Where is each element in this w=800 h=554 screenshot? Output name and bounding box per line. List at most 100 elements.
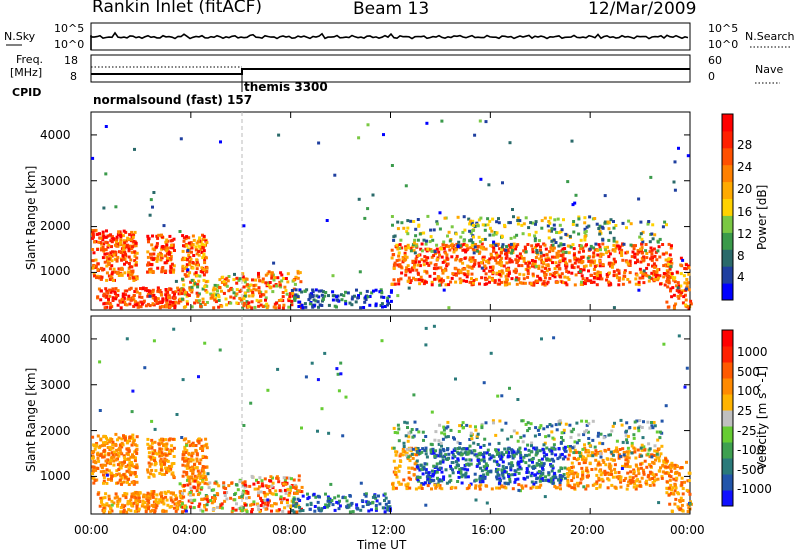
velocity-data-cell	[135, 452, 139, 455]
power-data-cell	[654, 273, 657, 277]
velocity-data-cell	[621, 464, 624, 468]
velocity-data-cell	[664, 461, 668, 465]
power-data-cell	[264, 281, 268, 285]
power-data-cell	[463, 267, 467, 271]
power-data-cell	[620, 251, 624, 255]
power-data-cell	[355, 288, 358, 292]
power-data-cell	[99, 236, 103, 240]
velocity-data-cell	[122, 480, 126, 484]
velocity-data-cell	[633, 426, 637, 430]
power-data-cell	[485, 282, 489, 286]
power-data-cell	[102, 234, 106, 238]
velocity-data-cell	[444, 468, 448, 472]
velocity-data-cell	[530, 441, 534, 445]
velocity-data-cell	[204, 437, 208, 441]
power-data-cell	[154, 257, 158, 260]
velocity-data-cell	[445, 481, 449, 485]
velocity-data-cell	[454, 486, 458, 490]
power-data-cell	[132, 239, 136, 243]
power-data-cell	[554, 261, 558, 265]
velocity-data-cell	[632, 433, 636, 437]
velocity-data-cell	[91, 472, 95, 476]
power-data-cell	[557, 263, 561, 267]
power-data-cell	[317, 295, 321, 299]
power-data-cell	[490, 277, 494, 281]
velocity-data-cell	[106, 477, 110, 481]
velocity-data-cell	[622, 479, 626, 482]
velocity-data-cell	[154, 451, 158, 455]
velocity-data-cell	[186, 483, 190, 487]
velocity-data-cell	[115, 495, 119, 499]
power-data-cell	[671, 275, 674, 279]
velocity-data-cell	[107, 497, 111, 501]
velocity-data-cell	[586, 449, 590, 452]
power-data-cell	[670, 295, 674, 299]
velocity-data-cell	[552, 447, 556, 451]
velocity-data-cell	[441, 437, 445, 441]
power-data-cell	[114, 270, 118, 274]
velocity-data-cell	[648, 426, 652, 430]
power-data-cell	[437, 276, 441, 280]
power-data-cell	[677, 296, 681, 300]
velocity-data-cell	[182, 450, 186, 454]
power-data-cell	[406, 232, 410, 236]
power-data-cell	[553, 227, 557, 231]
power-data-cell	[387, 301, 391, 305]
velocity-data-cell	[133, 472, 137, 476]
power-data-cell	[205, 266, 209, 270]
velocity-data-cell	[492, 421, 495, 425]
power-data-cell	[476, 249, 480, 253]
velocity-data-cell	[433, 438, 437, 442]
power-data-cell	[563, 247, 567, 250]
velocity-data-cell	[510, 451, 514, 455]
velocity-data-cell	[196, 493, 200, 496]
power-data-cell	[658, 255, 662, 259]
power-data-cell	[245, 300, 249, 304]
power-data-cell	[564, 266, 568, 270]
power-data-cell	[123, 262, 126, 266]
power-data-cell	[673, 280, 677, 284]
power-data-cell	[617, 278, 621, 282]
power-data-cell	[522, 222, 526, 226]
velocity-data-cell	[294, 505, 298, 509]
velocity-data-cell	[394, 486, 398, 490]
velocity-data-cell	[564, 449, 568, 453]
power-data-cell	[531, 261, 535, 264]
velocity-data-cell	[292, 504, 296, 508]
velocity-data-cell	[633, 450, 637, 454]
power-data-cell	[281, 291, 285, 294]
power-data-cell	[137, 304, 141, 308]
power-data-cell	[612, 257, 616, 261]
power-data-cell	[472, 281, 475, 285]
power-data-cell	[488, 219, 492, 223]
velocity-data-cell	[107, 452, 111, 456]
power-data-cell	[128, 276, 132, 280]
power-data-cell	[534, 279, 538, 283]
power-data-cell	[609, 261, 613, 265]
power-data-cell	[516, 260, 519, 264]
power-data-cell	[181, 269, 185, 273]
velocity-data-cell	[175, 506, 179, 510]
velocity-data-cell	[146, 503, 150, 507]
power-data-cell	[518, 252, 522, 256]
velocity-data-cell	[183, 505, 186, 509]
power-data-cell	[500, 280, 503, 284]
velocity-data-cell	[424, 435, 428, 438]
power-data-cell	[154, 245, 158, 249]
power-data-cell	[685, 278, 689, 281]
velocity-data-cell	[437, 439, 441, 443]
velocity-data-cell	[99, 470, 103, 474]
power-data-cell	[105, 301, 109, 305]
velocity-data-cell	[292, 478, 296, 482]
power-data-cell	[543, 276, 547, 280]
velocity-data-cell	[150, 490, 154, 494]
velocity-data-cell	[116, 501, 120, 505]
velocity-data-cell	[134, 456, 137, 460]
power-data-cell	[553, 255, 557, 259]
power-data-cell	[411, 260, 415, 263]
power-data-cell	[413, 260, 417, 264]
velocity-data-cell	[193, 479, 197, 483]
power-data-cell	[436, 257, 439, 261]
velocity-data-cell	[638, 424, 642, 428]
velocity-data-cell	[534, 426, 538, 430]
